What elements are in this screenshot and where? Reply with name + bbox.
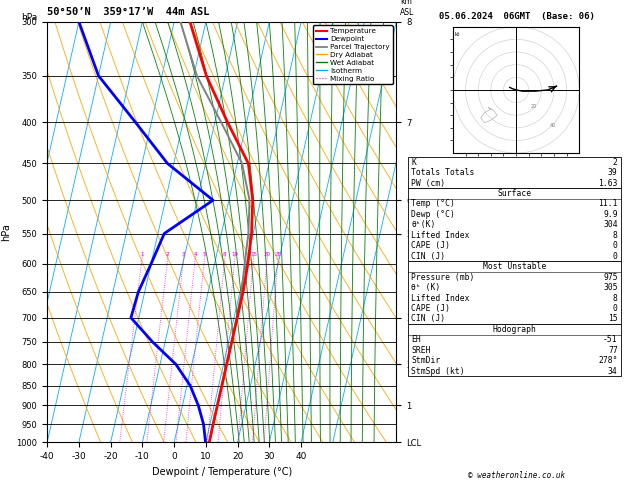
Text: 15: 15 bbox=[608, 314, 618, 324]
Text: 1: 1 bbox=[140, 252, 144, 257]
Text: Surface: Surface bbox=[498, 189, 532, 198]
Text: EH: EH bbox=[411, 335, 421, 345]
Text: Lifted Index: Lifted Index bbox=[411, 294, 470, 303]
Text: 0: 0 bbox=[613, 252, 618, 261]
Text: CIN (J): CIN (J) bbox=[411, 314, 445, 324]
Text: Lifted Index: Lifted Index bbox=[411, 231, 470, 240]
Text: θᵏ(K): θᵏ(K) bbox=[411, 220, 436, 229]
Text: 25: 25 bbox=[274, 252, 282, 257]
Text: StmSpd (kt): StmSpd (kt) bbox=[411, 366, 465, 376]
Text: hPa: hPa bbox=[21, 13, 37, 22]
Text: StmDir: StmDir bbox=[411, 356, 441, 365]
Text: 8: 8 bbox=[223, 252, 226, 257]
Text: 20: 20 bbox=[531, 104, 537, 108]
Y-axis label: hPa: hPa bbox=[1, 223, 11, 241]
Text: 304: 304 bbox=[603, 220, 618, 229]
Text: 305: 305 bbox=[603, 283, 618, 292]
Text: Hodograph: Hodograph bbox=[493, 325, 537, 334]
Text: Totals Totals: Totals Totals bbox=[411, 168, 475, 177]
Text: 8: 8 bbox=[613, 294, 618, 303]
Text: 10: 10 bbox=[231, 252, 238, 257]
Text: kt: kt bbox=[454, 32, 460, 37]
Text: K: K bbox=[411, 157, 416, 167]
Text: 5: 5 bbox=[203, 252, 206, 257]
Text: 40: 40 bbox=[550, 122, 556, 127]
Text: 3: 3 bbox=[182, 252, 186, 257]
Text: 15: 15 bbox=[250, 252, 257, 257]
Text: CAPE (J): CAPE (J) bbox=[411, 304, 450, 313]
Text: 34: 34 bbox=[608, 366, 618, 376]
Text: 11.1: 11.1 bbox=[598, 199, 618, 208]
Text: Dewp (°C): Dewp (°C) bbox=[411, 210, 455, 219]
Text: CAPE (J): CAPE (J) bbox=[411, 241, 450, 250]
Text: PW (cm): PW (cm) bbox=[411, 178, 445, 188]
Text: SREH: SREH bbox=[411, 346, 431, 355]
Text: 77: 77 bbox=[608, 346, 618, 355]
Text: 8: 8 bbox=[613, 231, 618, 240]
Text: 1.63: 1.63 bbox=[598, 178, 618, 188]
Text: 39: 39 bbox=[608, 168, 618, 177]
Text: 50°50’N  359°17’W  44m ASL: 50°50’N 359°17’W 44m ASL bbox=[47, 7, 209, 17]
Text: CIN (J): CIN (J) bbox=[411, 252, 445, 261]
Text: 975: 975 bbox=[603, 273, 618, 282]
Text: 9.9: 9.9 bbox=[603, 210, 618, 219]
Text: Pressure (mb): Pressure (mb) bbox=[411, 273, 475, 282]
Text: 4: 4 bbox=[194, 252, 197, 257]
Text: -51: -51 bbox=[603, 335, 618, 345]
Text: Most Unstable: Most Unstable bbox=[483, 262, 546, 271]
Legend: Temperature, Dewpoint, Parcel Trajectory, Dry Adiabat, Wet Adiabat, Isotherm, Mi: Temperature, Dewpoint, Parcel Trajectory… bbox=[313, 25, 392, 85]
Text: θᵏ (K): θᵏ (K) bbox=[411, 283, 441, 292]
Text: km
ASL: km ASL bbox=[400, 0, 414, 17]
Text: 2: 2 bbox=[613, 157, 618, 167]
Text: Temp (°C): Temp (°C) bbox=[411, 199, 455, 208]
Text: 20: 20 bbox=[264, 252, 270, 257]
Text: © weatheronline.co.uk: © weatheronline.co.uk bbox=[469, 471, 565, 480]
Text: 05.06.2024  06GMT  (Base: 06): 05.06.2024 06GMT (Base: 06) bbox=[439, 12, 595, 21]
X-axis label: Dewpoint / Temperature (°C): Dewpoint / Temperature (°C) bbox=[152, 467, 292, 477]
Text: 0: 0 bbox=[613, 241, 618, 250]
Text: 278°: 278° bbox=[598, 356, 618, 365]
Text: 0: 0 bbox=[613, 304, 618, 313]
Text: 2: 2 bbox=[166, 252, 169, 257]
